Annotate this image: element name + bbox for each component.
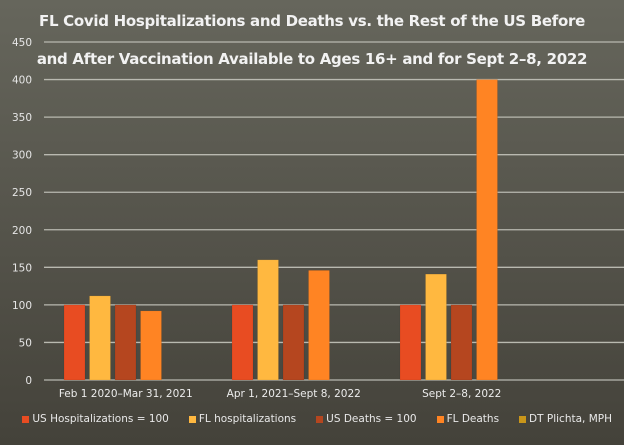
y-tick-label: 150 — [12, 262, 32, 274]
y-tick-label: 400 — [12, 75, 32, 87]
bar-fl-hospitalizations-2 — [425, 273, 447, 381]
bar-us-hospitalizations-100-0 — [63, 304, 86, 381]
x-category-label: Sept 2–8, 2022 — [422, 388, 501, 400]
legend-item: US Deaths = 100 — [316, 413, 417, 425]
y-tick-label: 250 — [12, 187, 32, 199]
legend-swatch — [188, 415, 196, 423]
legend-swatch — [519, 415, 527, 423]
y-tick-label: 50 — [19, 337, 32, 349]
legend-label: US Hospitalizations = 100 — [32, 413, 169, 425]
bar-fl-hospitalizations-0 — [89, 295, 111, 381]
x-category-label: Feb 1 2020–Mar 31, 2021 — [59, 388, 193, 400]
y-tick-label: 350 — [12, 112, 32, 124]
legend-label: DT Plichta, MPH — [529, 413, 612, 425]
legend-label: FL hospitalizations — [198, 413, 297, 425]
legend-label: FL Deaths — [446, 413, 500, 425]
y-tick-label: 450 — [12, 37, 32, 49]
y-tick-label: 200 — [12, 225, 32, 237]
bar-us-deaths-100-2 — [450, 304, 473, 381]
x-category-label: Apr 1, 2021–Sept 8, 2022 — [227, 388, 361, 400]
legend-item: FL hospitalizations — [188, 413, 297, 425]
y-tick-label: 100 — [12, 300, 32, 312]
bar-fl-deaths-1 — [308, 270, 330, 381]
bar-fl-deaths-2 — [476, 79, 498, 381]
bar-us-hospitalizations-100-2 — [399, 304, 422, 381]
bar-us-hospitalizations-100-1 — [231, 304, 254, 381]
legend-label: US Deaths = 100 — [326, 413, 417, 425]
bar-fl-deaths-0 — [140, 310, 162, 381]
bar-us-deaths-100-1 — [282, 304, 305, 381]
legend-item: US Hospitalizations = 100 — [22, 413, 169, 425]
bar-us-deaths-100-0 — [114, 304, 137, 381]
bar-fl-hospitalizations-1 — [257, 259, 279, 381]
y-tick-label: 300 — [12, 150, 32, 162]
legend-swatch — [316, 415, 324, 423]
legend-swatch — [436, 415, 444, 423]
chart-title-line-1: FL Covid Hospitalizations and Deaths vs.… — [39, 12, 585, 30]
legend-swatch — [22, 415, 30, 423]
chart-title-line-2: and After Vaccination Available to Ages … — [36, 50, 588, 68]
legend: US Hospitalizations = 100 FL hospitalizat… — [0, 413, 624, 425]
legend-item: FL Deaths — [436, 413, 500, 425]
legend-item: DT Plichta, MPH — [519, 413, 612, 425]
y-tick-label: 0 — [25, 375, 32, 387]
